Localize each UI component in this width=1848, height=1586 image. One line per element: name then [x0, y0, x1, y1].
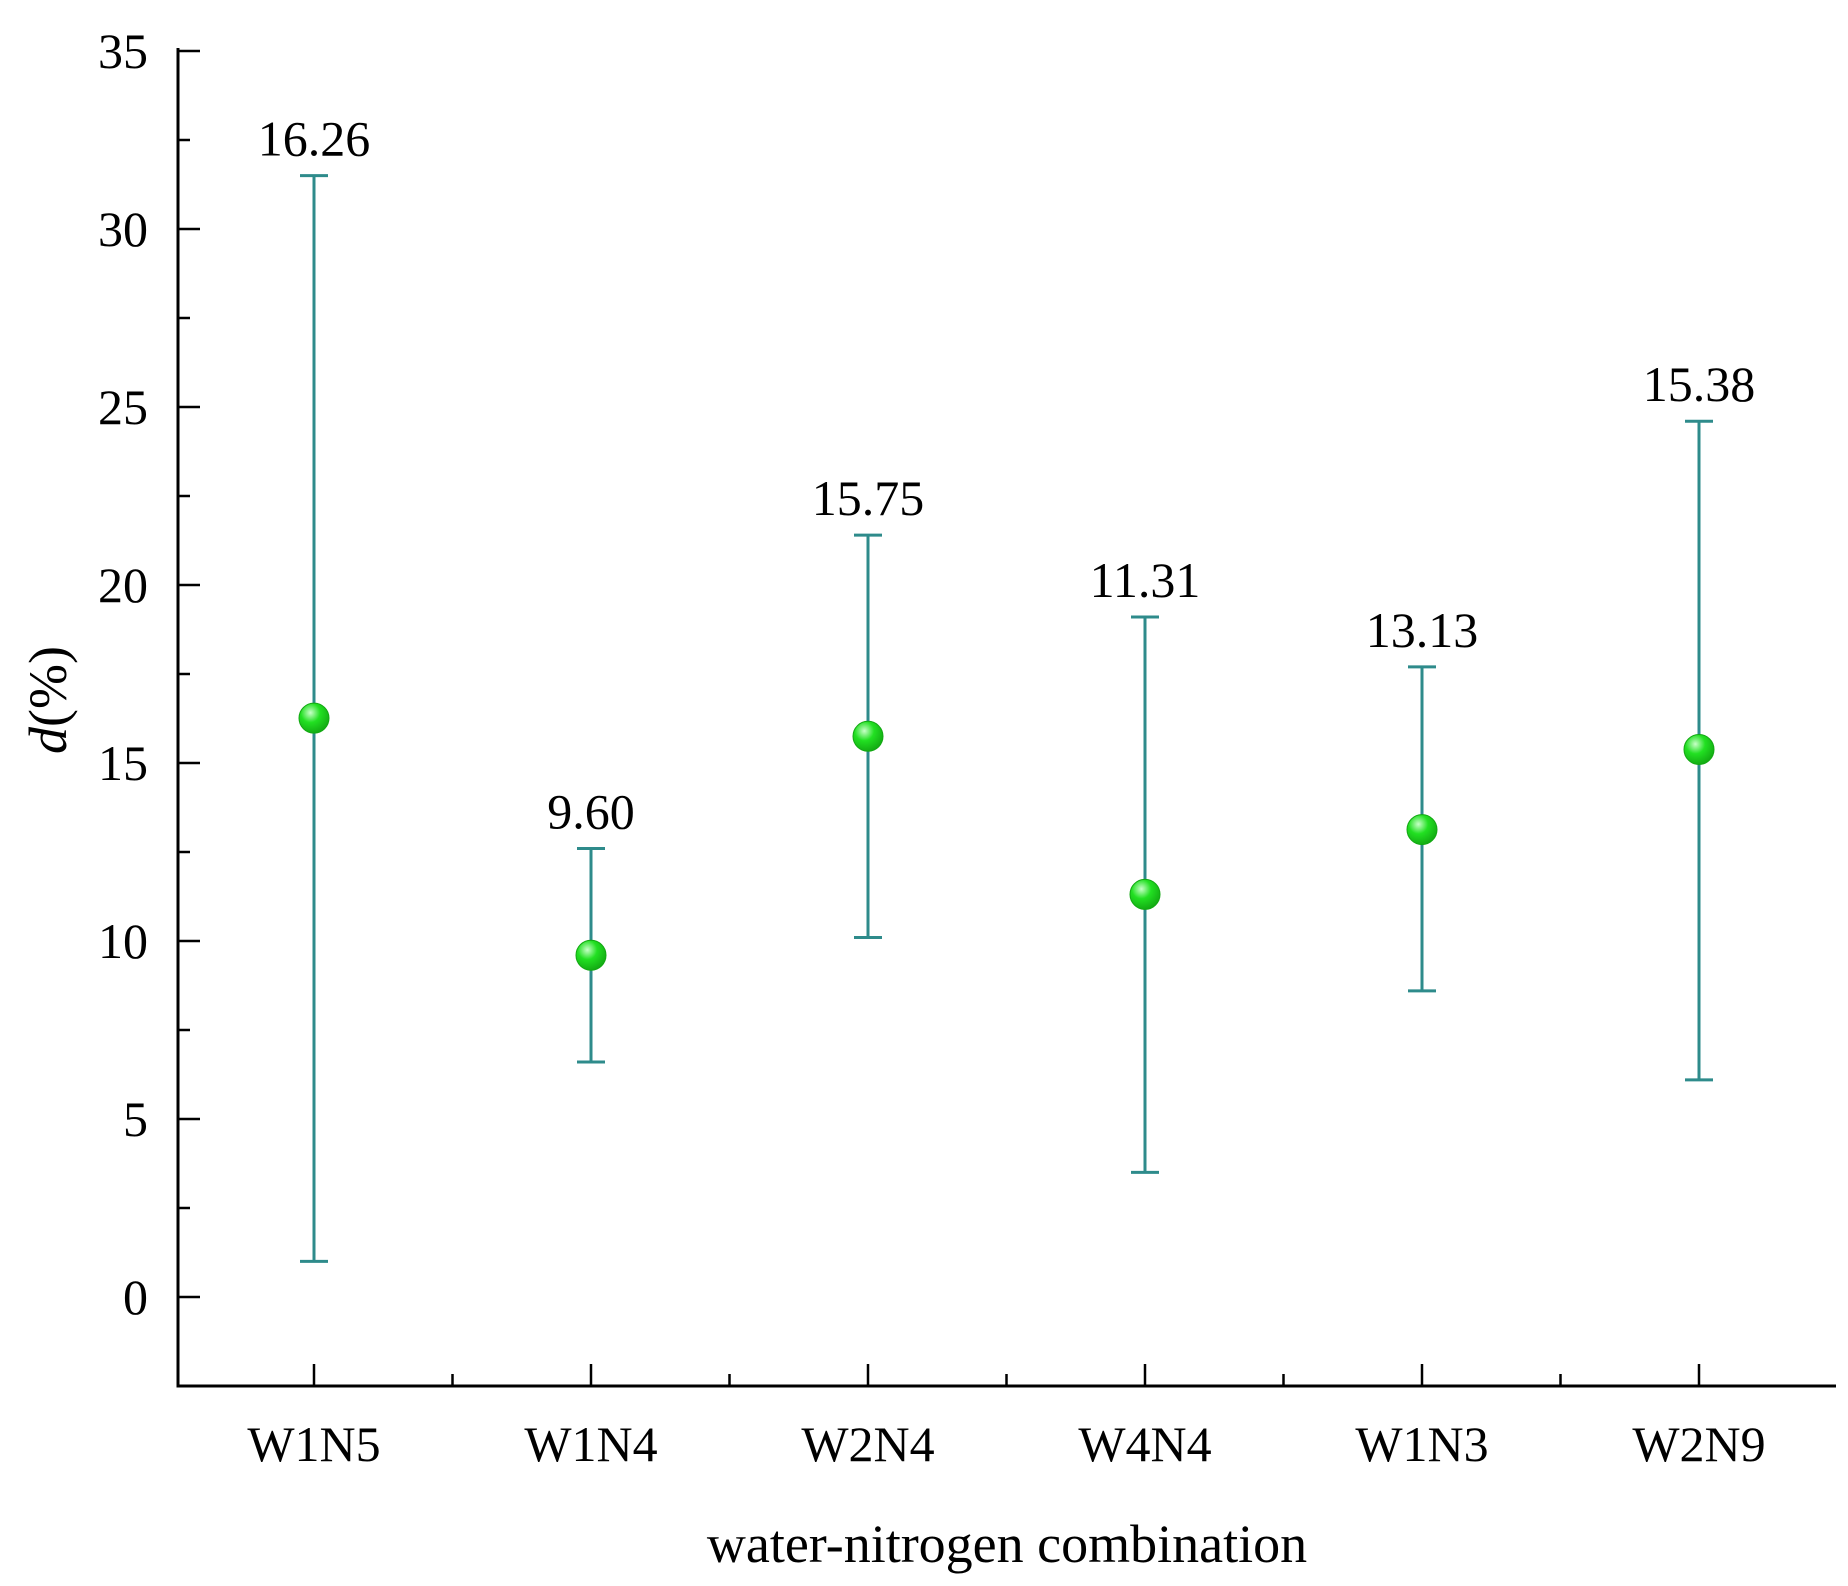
y-axis-ticks: 0 5 10 15 20 25 30 35 — [98, 23, 200, 1325]
y-tick-label: 5 — [123, 1091, 148, 1147]
x-axis-title: water-nitrogen combination — [707, 1514, 1307, 1574]
x-tick-label: W2N9 — [1632, 1416, 1765, 1472]
data-points — [298, 702, 1715, 971]
error-bars — [300, 174, 1713, 1263]
x-tick-label: W4N4 — [1078, 1416, 1211, 1472]
data-point — [852, 720, 884, 752]
data-point — [1129, 878, 1161, 910]
data-labels: 16.26 9.60 15.75 11.31 13.13 15.38 — [258, 111, 1756, 840]
y-tick-label: 10 — [98, 913, 148, 969]
y-tick-label: 0 — [123, 1269, 148, 1325]
data-label: 9.60 — [547, 783, 635, 839]
data-label: 15.38 — [1643, 356, 1756, 412]
y-axis-title-variable: d — [18, 726, 78, 754]
axes-group — [176, 48, 1836, 1388]
x-tick-label: W2N4 — [801, 1416, 934, 1472]
data-label: 13.13 — [1366, 602, 1479, 658]
y-tick-label: 15 — [98, 735, 148, 791]
data-point — [298, 702, 330, 734]
data-point — [575, 939, 607, 971]
x-axis-ticks: W1N5 W1N4 W2N4 W4N4 W1N3 W2N9 — [247, 1364, 1766, 1472]
x-tick-label: W1N3 — [1355, 1416, 1488, 1472]
data-label: 11.31 — [1090, 552, 1201, 608]
y-tick-label: 30 — [98, 201, 148, 257]
data-label: 15.75 — [812, 470, 925, 526]
data-point — [1406, 814, 1438, 846]
data-point — [1683, 733, 1715, 765]
y-tick-label: 25 — [98, 379, 148, 435]
y-tick-label: 35 — [98, 23, 148, 79]
y-axis-title: d(%) — [18, 646, 78, 754]
x-tick-label: W1N5 — [247, 1416, 380, 1472]
y-axis-title-unit: (%) — [18, 646, 78, 727]
y-tick-label: 20 — [98, 557, 148, 613]
data-label: 16.26 — [258, 111, 371, 167]
x-tick-label: W1N4 — [524, 1416, 657, 1472]
